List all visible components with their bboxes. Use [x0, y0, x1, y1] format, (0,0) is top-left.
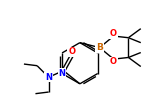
Text: O: O [110, 29, 117, 38]
Text: N: N [45, 73, 52, 82]
Text: N: N [59, 69, 66, 78]
Text: O: O [68, 47, 75, 56]
Text: B: B [96, 43, 103, 52]
Text: O: O [110, 57, 117, 66]
